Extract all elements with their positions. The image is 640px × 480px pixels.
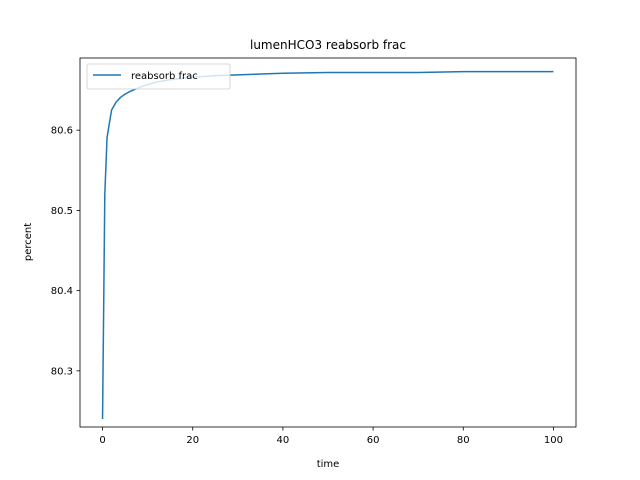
x-tick-label: 80 (457, 435, 470, 446)
y-tick-label: 80.3 (51, 366, 73, 377)
y-tick-label: 80.4 (51, 286, 73, 297)
x-tick-label: 20 (186, 435, 199, 446)
legend-box (86, 63, 231, 90)
legend: reabsorb frac (86, 63, 231, 90)
chart-title: lumenHCO3 reabsorb frac (250, 38, 406, 52)
x-tick-label: 40 (277, 435, 290, 446)
legend-label: reabsorb frac (131, 71, 198, 82)
y-tick-label: 80.5 (51, 206, 73, 217)
x-tick-label: 60 (367, 435, 380, 446)
plot-frame (79, 57, 577, 428)
y-axis-label: percent (23, 223, 34, 261)
ticks-layer: 0 20 40 60 80 100 80.3 80.4 80.5 80.6 (51, 126, 563, 446)
x-axis-label: time (317, 459, 340, 470)
y-tick-label: 80.6 (51, 126, 73, 137)
x-tick-label: 100 (544, 435, 563, 446)
x-tick-label: 0 (99, 435, 105, 446)
